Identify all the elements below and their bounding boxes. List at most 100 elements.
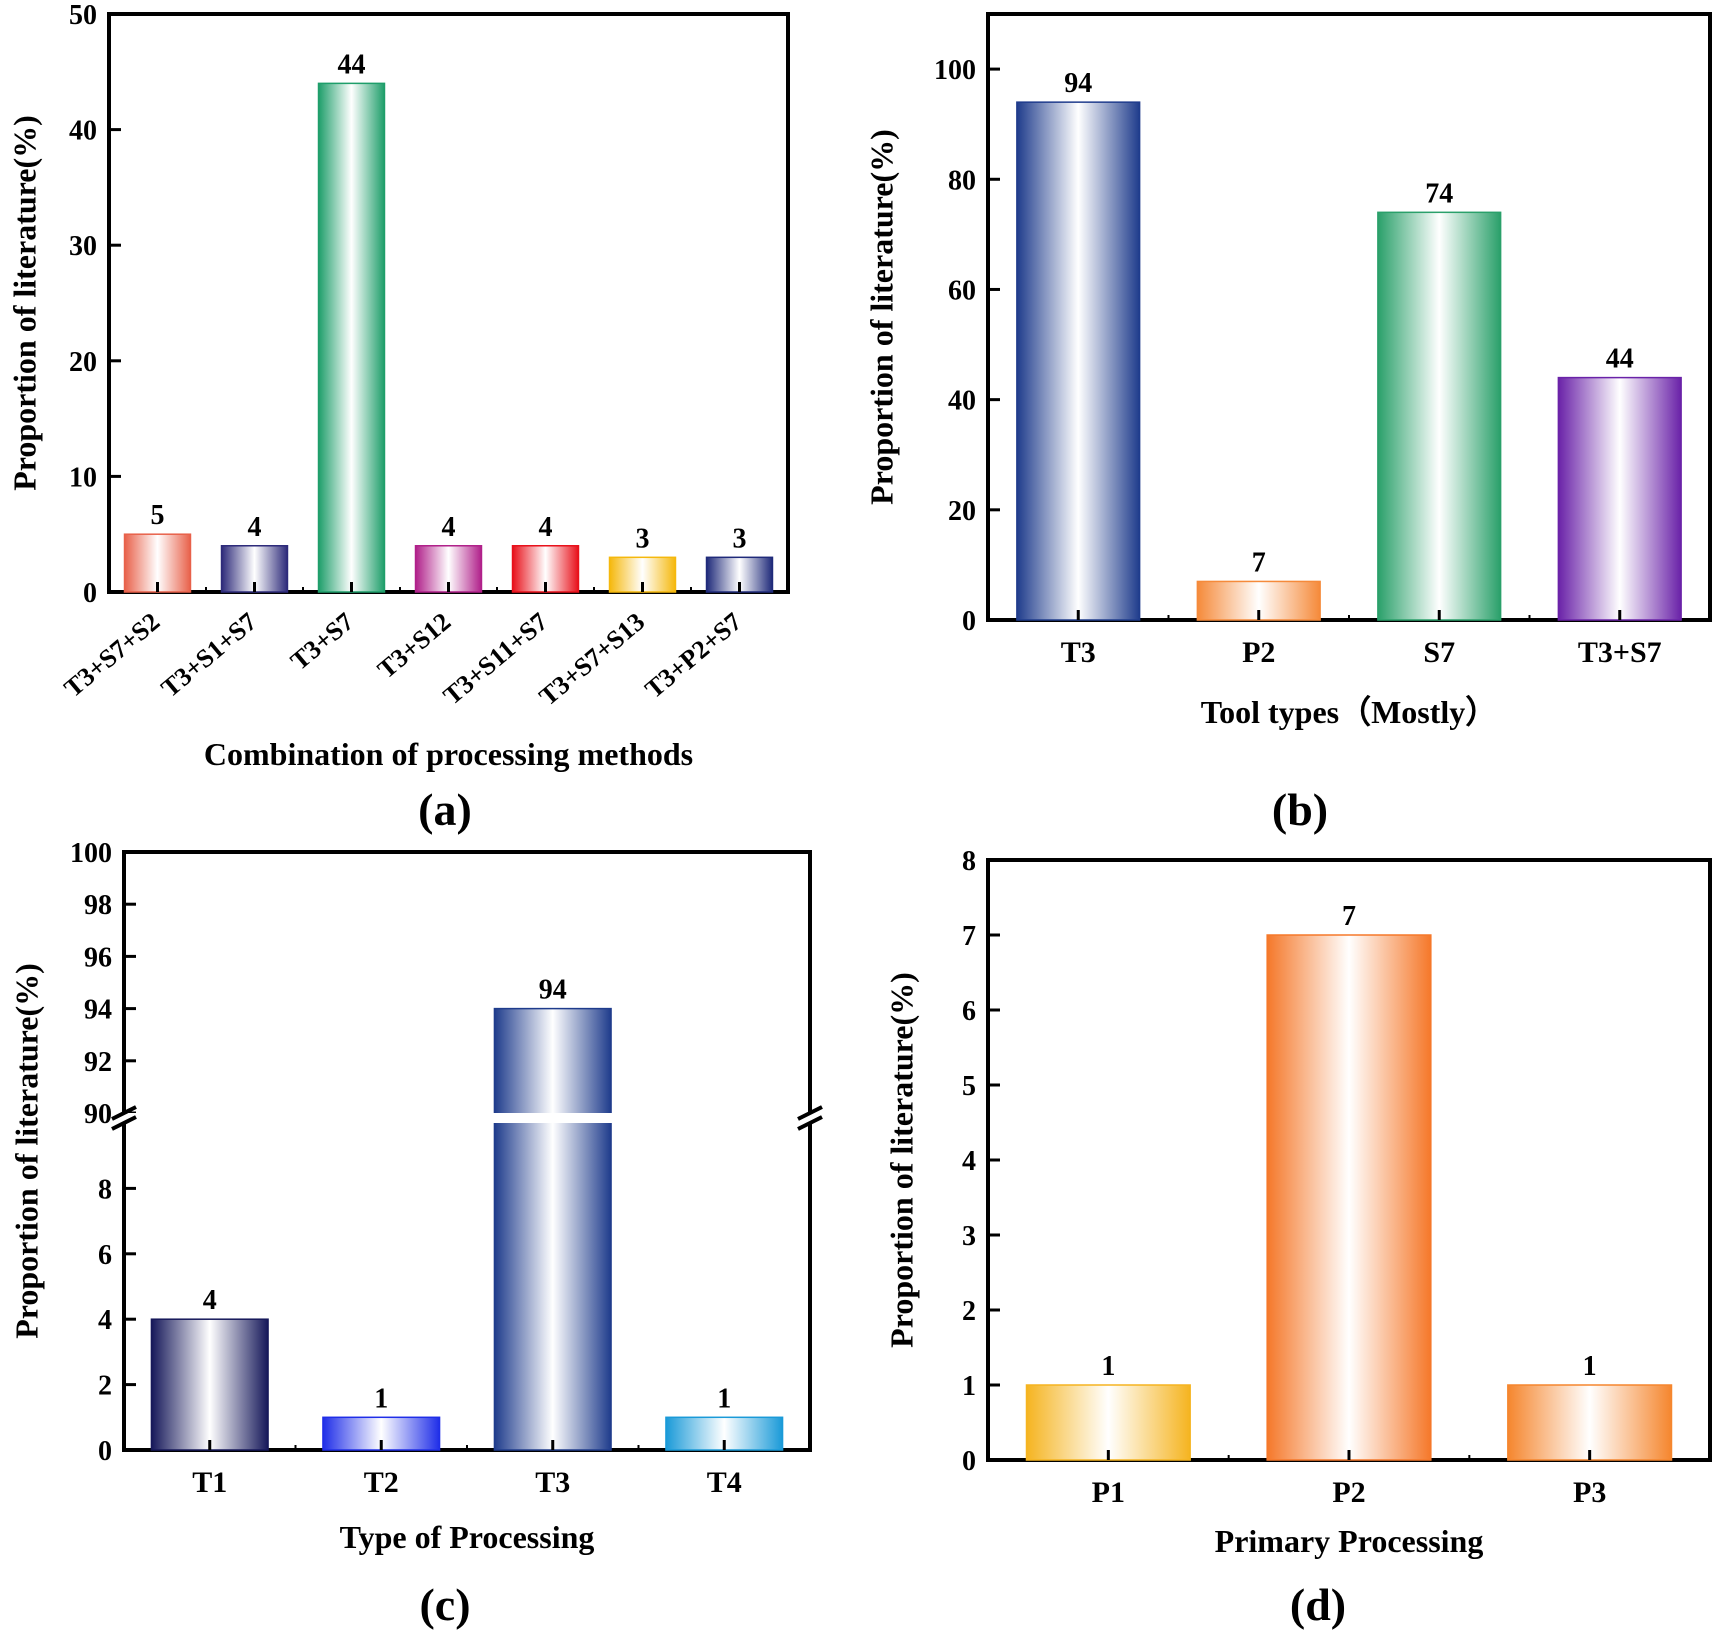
y-tick-label: 5 <box>962 1071 976 1102</box>
axis-break-band <box>126 1113 808 1123</box>
y-tick-label: 0 <box>98 1436 112 1467</box>
x-tick-label: T2 <box>364 1466 399 1499</box>
y-tick-label: 40 <box>948 386 976 417</box>
y-tick-label: 2 <box>962 1296 976 1327</box>
y-axis-title: Proportion of literature(%) <box>863 129 899 505</box>
y-tick-label: 60 <box>948 275 976 306</box>
data-label: 1 <box>374 1383 388 1414</box>
chart-panel-2: Type of Processing Proportion of literatu… <box>8 838 823 1630</box>
x-tick-label: T3+S7+S2 <box>59 607 166 703</box>
data-label: 3 <box>733 523 747 554</box>
data-label: 1 <box>1101 1351 1115 1382</box>
bar-s7 <box>1377 211 1502 621</box>
bar-p3 <box>1507 1384 1673 1461</box>
y-tick-label: 92 <box>84 1047 112 1078</box>
y-tick-label: 8 <box>962 846 976 877</box>
axis-break-mark <box>797 1115 823 1131</box>
x-tick-label: T3+S1+S7 <box>156 607 263 703</box>
x-tick-label: T1 <box>192 1466 227 1499</box>
data-label: 94 <box>539 975 567 1006</box>
y-tick-label: 50 <box>69 0 97 31</box>
y-tick-label: 20 <box>948 496 976 527</box>
y-tick-label: 90 <box>84 1099 112 1130</box>
data-label: 44 <box>338 49 366 80</box>
data-label: 1 <box>1583 1351 1597 1382</box>
data-label: 4 <box>248 512 262 543</box>
x-axis-title: Combination of processing methods <box>204 736 693 772</box>
x-tick-label: P2 <box>1242 636 1275 669</box>
bar-t3 <box>1016 101 1141 621</box>
bar-p1 <box>1025 1384 1191 1461</box>
y-tick-label: 4 <box>98 1305 112 1336</box>
y-tick-label: 1 <box>962 1371 976 1402</box>
y-tick-label: 2 <box>98 1371 112 1402</box>
x-tick-label: T3+P2+S7 <box>639 607 747 704</box>
data-label: 7 <box>1252 547 1266 578</box>
chart-panel-0: Combination of processing methods Proport… <box>6 0 790 835</box>
data-label: 74 <box>1425 178 1453 209</box>
y-tick-label: 6 <box>98 1240 112 1271</box>
y-axis-title: Proportion of literature(%) <box>6 115 42 491</box>
x-tick-label: T3+S11+S7 <box>438 607 554 711</box>
panel-label: (b) <box>1272 784 1328 835</box>
y-tick-label: 3 <box>962 1221 976 1252</box>
bar-t1 <box>150 1318 269 1451</box>
y-tick-label: 98 <box>84 890 112 921</box>
x-axis-title: Primary Processing <box>1215 1523 1484 1559</box>
bar-t3-s7 <box>1557 376 1682 621</box>
bar-t3 <box>493 1007 612 1451</box>
y-tick-label: 100 <box>70 838 112 869</box>
data-label: 4 <box>442 512 456 543</box>
y-tick-label: 6 <box>962 996 976 1027</box>
x-tick-label: T3 <box>1061 636 1096 669</box>
data-label: 44 <box>1606 344 1634 375</box>
data-label: 94 <box>1064 68 1092 99</box>
x-tick-label: T3+S7+S13 <box>534 607 651 711</box>
y-tick-label: 30 <box>69 231 97 262</box>
x-tick-label: P1 <box>1092 1476 1125 1509</box>
data-label: 3 <box>636 523 650 554</box>
y-tick-label: 100 <box>934 55 976 86</box>
data-label: 4 <box>539 512 553 543</box>
x-tick-label: T3+S7 <box>285 607 359 676</box>
y-tick-label: 94 <box>84 995 112 1026</box>
axis-break-gap <box>800 1113 820 1123</box>
y-tick-label: 0 <box>962 1446 976 1477</box>
x-tick-label: P2 <box>1332 1476 1365 1509</box>
y-tick-label: 96 <box>84 942 112 973</box>
axis-break-gap <box>114 1113 134 1123</box>
y-tick-label: 10 <box>69 462 97 493</box>
plot-frame <box>107 12 790 594</box>
panel-label: (d) <box>1290 1579 1346 1630</box>
bar-t3-s7 <box>317 82 386 593</box>
y-tick-label: 40 <box>69 116 97 147</box>
data-label: 5 <box>151 500 165 531</box>
x-tick-label: T3+S12 <box>372 607 456 684</box>
chart-panel-3: Primary Processing Proportion of literatu… <box>883 846 1712 1630</box>
y-axis-title: Proportion of literature(%) <box>8 963 44 1339</box>
x-tick-label: T3 <box>535 1466 570 1499</box>
data-label: 1 <box>717 1383 731 1414</box>
x-tick-label: T3+S7 <box>1578 636 1662 669</box>
y-tick-label: 4 <box>962 1146 976 1177</box>
x-tick-label: S7 <box>1423 636 1455 669</box>
axis-break-mark <box>111 1115 137 1131</box>
panel-label: (c) <box>419 1579 470 1630</box>
x-axis-title: Type of Processing <box>340 1519 595 1555</box>
y-tick-label: 0 <box>962 606 976 637</box>
y-tick-label: 8 <box>98 1174 112 1205</box>
y-tick-label: 20 <box>69 347 97 378</box>
axis-break-mark <box>797 1105 823 1121</box>
chart-panel-1: Tool types（Mostly） Proportion of literatu… <box>863 12 1712 835</box>
x-axis-title: Tool types（Mostly） <box>1201 694 1498 730</box>
data-label: 7 <box>1342 901 1356 932</box>
axis-break-mark <box>111 1105 137 1121</box>
data-label: 4 <box>203 1285 217 1316</box>
panel-label: (a) <box>418 784 472 835</box>
bar-p2 <box>1266 934 1432 1461</box>
x-tick-label: T4 <box>707 1466 742 1499</box>
y-tick-label: 7 <box>962 921 976 952</box>
y-axis-title: Proportion of literature(%) <box>883 972 919 1348</box>
y-tick-label: 0 <box>83 578 97 609</box>
